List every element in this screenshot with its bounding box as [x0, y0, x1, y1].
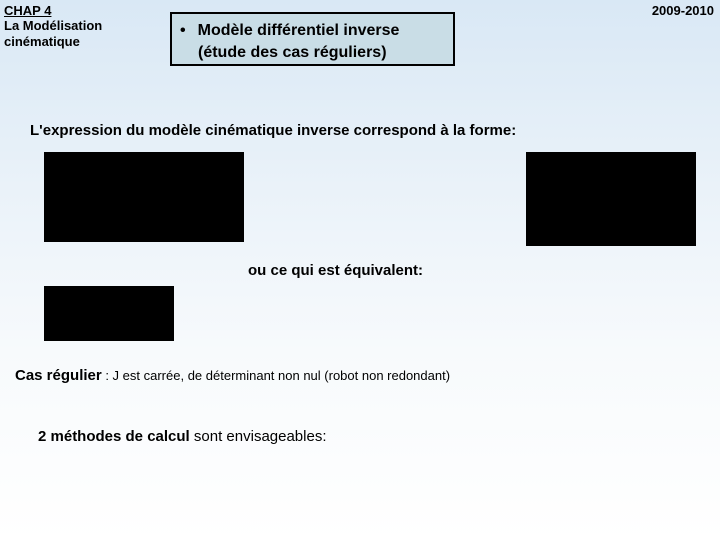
- title-box: • Modèle différentiel inverse (étude des …: [170, 12, 455, 66]
- equation-placeholder-1: [44, 152, 244, 242]
- intro-text: L'expression du modèle cinématique inver…: [30, 122, 516, 139]
- case-bold: Cas régulier: [15, 367, 102, 384]
- subtitle-line1: La Modélisation: [4, 18, 102, 33]
- methods-line: 2 méthodes de calcul sont envisageables:: [38, 428, 327, 445]
- year-label: 2009-2010: [652, 3, 714, 18]
- title-text-1: Modèle différentiel inverse: [198, 22, 400, 39]
- title-line2: (étude des cas réguliers): [180, 42, 445, 64]
- case-rest: : J est carrée, de déterminant non nul (…: [102, 368, 450, 383]
- equivalent-text: ou ce qui est équivalent:: [248, 262, 423, 279]
- equation-placeholder-3: [44, 286, 174, 341]
- chapter-subtitle: La Modélisation cinématique: [4, 18, 102, 51]
- title-line1: • Modèle différentiel inverse: [180, 20, 445, 42]
- title-bullet: •: [180, 22, 186, 39]
- case-line: Cas régulier : J est carrée, de détermin…: [15, 367, 450, 384]
- methods-rest: sont envisageables:: [190, 428, 327, 445]
- equation-placeholder-2: [526, 152, 696, 246]
- methods-bold: 2 méthodes de calcul: [38, 428, 190, 445]
- subtitle-line2: cinématique: [4, 34, 80, 49]
- chapter-label: CHAP 4: [4, 3, 51, 18]
